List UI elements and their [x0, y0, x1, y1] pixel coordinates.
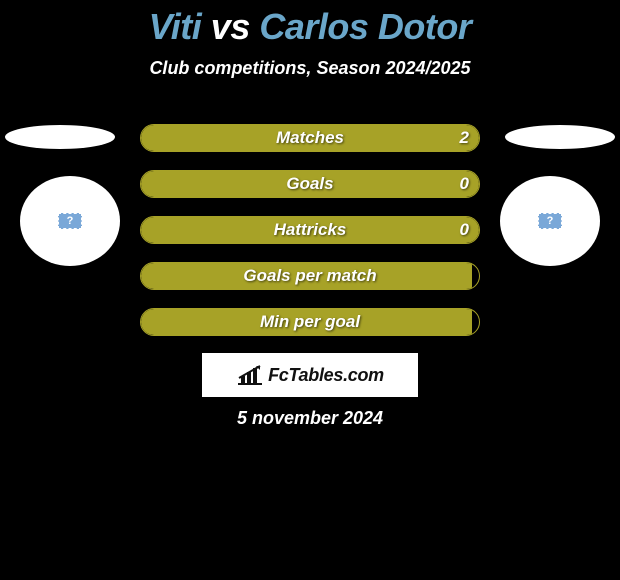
- stat-row-fill: [141, 263, 472, 289]
- right-header-ellipse: [505, 125, 615, 149]
- snapshot-date: 5 november 2024: [0, 408, 620, 429]
- comparison-title: Viti vs Carlos Dotor: [0, 0, 620, 48]
- stat-row-fill: [141, 309, 472, 335]
- stat-row: Hattricks0: [140, 216, 480, 244]
- stat-row: Matches2: [140, 124, 480, 152]
- right-player-badge: ?: [500, 176, 600, 266]
- left-player-badge: ?: [20, 176, 120, 266]
- unknown-flag-icon: ?: [58, 213, 82, 229]
- brand-text: FcTables.com: [268, 365, 384, 386]
- stat-row: Goals per match: [140, 262, 480, 290]
- stat-row-fill: [141, 217, 479, 243]
- vs-separator: vs: [211, 6, 250, 47]
- player1-name: Viti: [149, 6, 202, 47]
- chart-bars-icon: [236, 364, 264, 386]
- stat-row: Min per goal: [140, 308, 480, 336]
- competition-subtitle: Club competitions, Season 2024/2025: [0, 58, 620, 79]
- left-header-ellipse: [5, 125, 115, 149]
- stat-row-value: 2: [460, 125, 469, 151]
- unknown-flag-icon: ?: [538, 213, 562, 229]
- stat-row-value: 0: [460, 171, 469, 197]
- stat-row-fill: [141, 171, 479, 197]
- brand-box: FcTables.com: [202, 353, 418, 397]
- stat-row: Goals0: [140, 170, 480, 198]
- stat-row-value: 0: [460, 217, 469, 243]
- stat-rows: Matches2 Goals0 Hattricks0 Goals per match M…: [140, 124, 480, 354]
- stat-row-fill: [141, 125, 479, 151]
- player2-name: Carlos Dotor: [259, 6, 471, 47]
